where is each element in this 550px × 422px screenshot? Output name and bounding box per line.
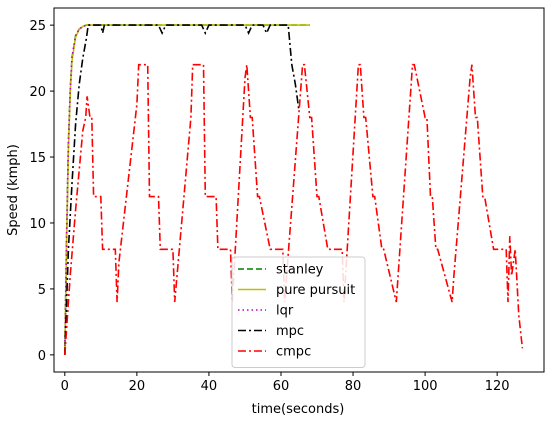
y-tick-label: 10 [29,217,46,232]
series-line-lqr [64,24,101,355]
y-tick-label: 5 [38,283,46,298]
legend-label-cmpc: cmpc [276,345,311,360]
legend-box [231,256,366,368]
y-axis-ticks: 0 5 10 15 20 25 [29,19,54,364]
y-tick-label: 15 [29,151,46,166]
y-tick-label: 0 [38,349,46,364]
series-line-mpc [64,24,300,355]
legend-label-stanley: stanley [276,263,324,278]
legend-label-mpc: mpc [276,324,304,339]
y-tick-label: 20 [29,85,46,100]
y-tick-label: 25 [29,19,46,34]
series-line-pure-pursuit [64,24,310,355]
x-axis-label: time(seconds) [252,402,345,417]
series-line-cmpc [64,63,524,355]
x-axis-ticks: 0 20 40 60 80 100 120 [61,372,510,394]
legend-label-lqr: lqr [276,304,294,319]
x-tick-label: 120 [485,379,510,394]
x-tick-label: 80 [345,379,362,394]
legend-label-pure-pursuit: pure pursuit [276,283,355,298]
x-tick-label: 20 [129,379,146,394]
x-tick-label: 100 [413,379,438,394]
legend: stanley pure pursuit lqr mpc cmpc [231,256,366,368]
y-axis-label: Speed (kmph) [6,144,21,236]
x-tick-label: 40 [201,379,218,394]
plot-lines [64,24,524,355]
plot-frame [53,7,545,373]
x-tick-label: 60 [273,379,290,394]
x-tick-label: 0 [61,379,69,394]
